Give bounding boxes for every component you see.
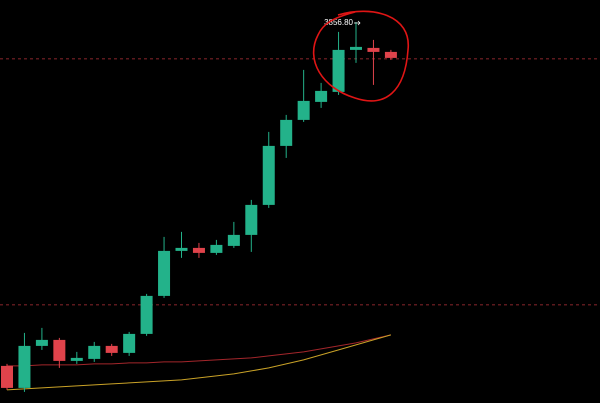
candle-body [280,119,293,146]
candle-body [315,90,328,102]
candle-body [105,345,118,353]
candle-body [297,100,310,120]
candle-body [350,46,362,50]
candle-body [245,204,258,235]
candle-body [18,345,31,388]
candle-body [367,47,380,52]
candle-body [123,333,136,353]
candle-body [158,250,171,296]
candle-body [70,357,83,361]
candle-body [175,247,188,251]
candle-body [227,234,240,246]
candle-body [384,51,397,58]
high-label: 3856.80 [324,18,353,27]
candle-body [192,247,205,253]
candle-body [88,345,101,359]
ma-line [6,334,392,391]
candle-body [53,339,66,361]
highlight-circle [312,10,409,102]
high-arrow [354,20,361,26]
candle-body [1,365,13,388]
candle-body [210,244,223,253]
candle-body [140,295,153,334]
candle-body [332,49,345,92]
candle-body [262,145,275,205]
candle-body [35,339,48,346]
ma-line [7,334,392,367]
